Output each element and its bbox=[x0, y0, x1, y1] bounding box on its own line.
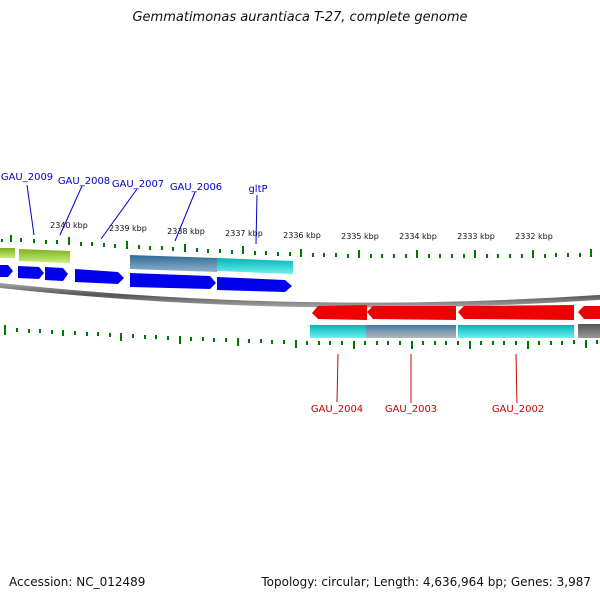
scale-label-2332: 2332 kbp bbox=[515, 232, 553, 241]
gene-arrow bbox=[217, 277, 292, 292]
gene-arrow bbox=[75, 269, 124, 284]
cds-bar-gray bbox=[578, 324, 600, 338]
gene-arrow bbox=[312, 305, 367, 320]
scale-label-2334: 2334 kbp bbox=[399, 232, 437, 241]
scale-label-2340: 2340 kbp bbox=[50, 221, 88, 230]
gene-label-gltp: gltP bbox=[248, 184, 267, 195]
page-title: Gemmatimonas aurantiaca T-27, complete g… bbox=[132, 10, 468, 25]
gene-arrow bbox=[578, 306, 600, 319]
minus-strand-gene-track bbox=[312, 305, 600, 320]
scale-label-2333: 2333 kbp bbox=[457, 232, 495, 241]
scale-label-2338: 2338 kbp bbox=[167, 227, 205, 236]
gene-arrow bbox=[130, 273, 216, 289]
gene-arrow bbox=[45, 267, 68, 281]
genome-stats-label: Topology: circular; Length: 4,636,964 bp… bbox=[261, 575, 591, 589]
scale-label-2339: 2339 kbp bbox=[109, 224, 147, 233]
gene-label-gau-2007: GAU_2007 bbox=[112, 179, 164, 190]
scale-label-2335: 2335 kbp bbox=[341, 232, 379, 241]
cds-bar-steel bbox=[366, 325, 456, 338]
gene-label-gau-2002: GAU_2002 bbox=[492, 404, 544, 415]
outer-tick-row bbox=[1, 235, 592, 258]
cds-bar-cyan bbox=[458, 325, 574, 338]
gene-label-gau-2004: GAU_2004 bbox=[311, 404, 363, 415]
scale-label-2337: 2337 kbp bbox=[225, 229, 263, 238]
leader-line-gau-2004 bbox=[336, 353, 339, 403]
gene-arrow bbox=[0, 265, 13, 277]
accession-label: Accession: NC_012489 bbox=[9, 575, 146, 589]
plus-strand-cds-track bbox=[0, 248, 293, 274]
gene-label-gau-2003: GAU_2003 bbox=[385, 404, 437, 415]
cds-bar-cyan bbox=[310, 325, 366, 338]
gene-label-gau-2008: GAU_2008 bbox=[58, 176, 110, 187]
scale-label-2336: 2336 kbp bbox=[283, 231, 321, 240]
gene-arrow bbox=[18, 266, 44, 279]
leader-line-gltp bbox=[255, 194, 258, 245]
cds-bar-green bbox=[19, 249, 70, 263]
leader-line-gau-2002 bbox=[515, 353, 518, 404]
inner-tick-row bbox=[4, 325, 598, 349]
leader-line-gau-2009 bbox=[26, 184, 35, 236]
gene-arrow bbox=[367, 306, 456, 320]
gene-label-gau-2009: GAU_2009 bbox=[1, 172, 53, 183]
genome-backbone bbox=[0, 283, 600, 308]
gene-arrow bbox=[458, 305, 574, 320]
cds-bar-steel bbox=[130, 255, 217, 272]
leader-line-gau-2007 bbox=[100, 188, 138, 240]
cds-bar-green bbox=[0, 248, 15, 258]
plus-strand-gene-track bbox=[0, 265, 292, 292]
minus-strand-cds-track bbox=[310, 324, 600, 338]
leader-line-gau-2008 bbox=[59, 185, 83, 236]
cds-bar-cyan bbox=[217, 258, 293, 274]
gene-label-gau-2006: GAU_2006 bbox=[170, 182, 222, 193]
leader-line-gau-2006 bbox=[174, 191, 196, 242]
